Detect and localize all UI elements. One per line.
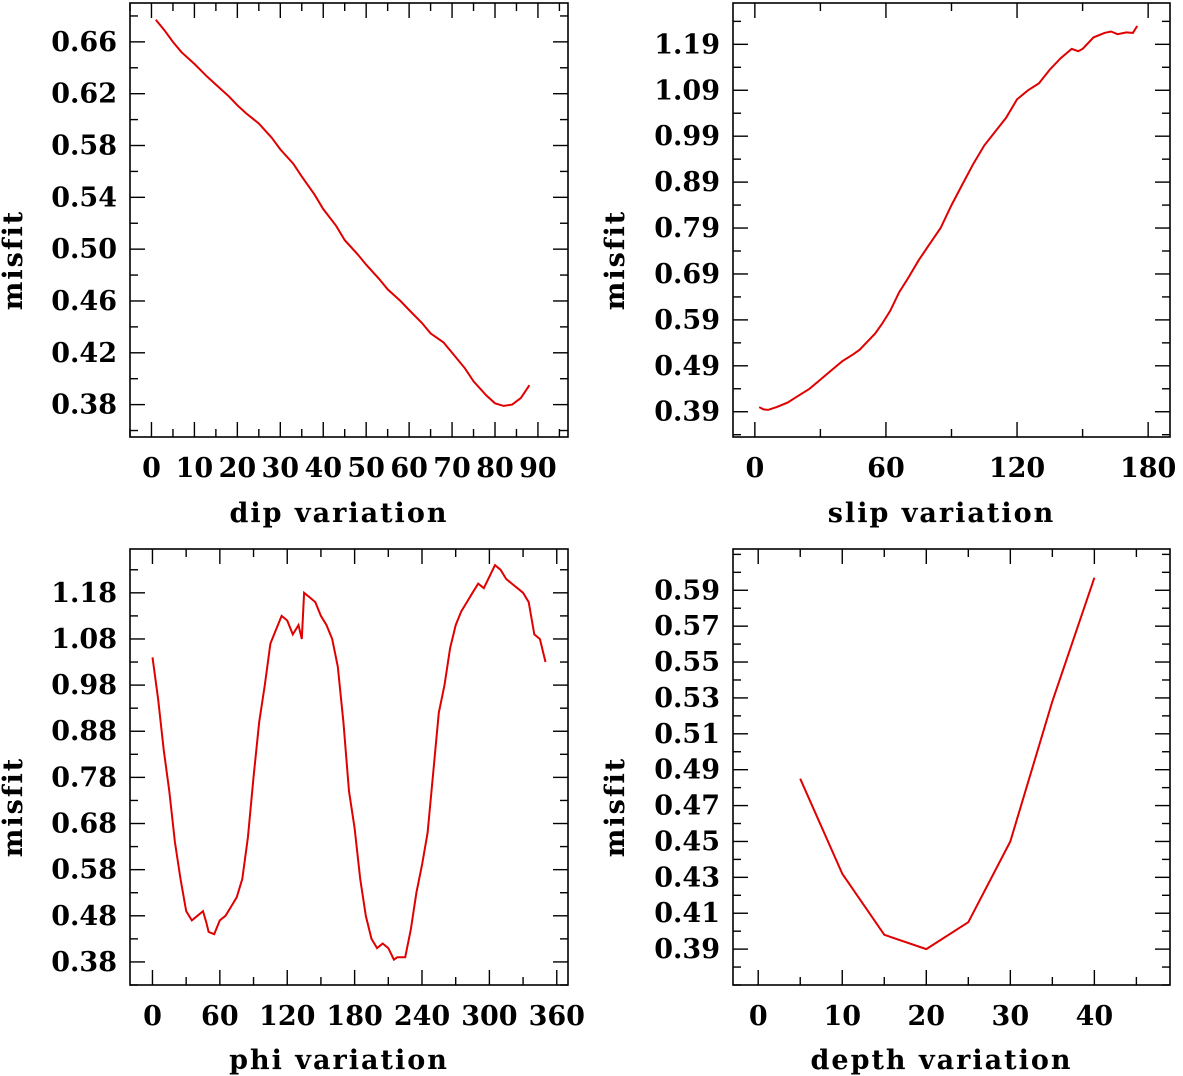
y-tick-label: 0.69	[654, 259, 720, 290]
series-line	[758, 25, 1139, 411]
y-tick-label: 0.47	[654, 791, 720, 822]
x-tick-label: 360	[529, 1001, 585, 1032]
y-tick-label: 1.09	[654, 75, 720, 106]
y-tick-label: 0.58	[51, 131, 117, 162]
x-tick-label: 300	[461, 1001, 517, 1032]
y-tick-label: 0.49	[654, 351, 720, 382]
x-axis-label: dip variation	[230, 498, 449, 529]
x-tick-label: 120	[989, 453, 1045, 484]
y-tick-label: 0.50	[51, 234, 117, 265]
y-tick-label: 0.79	[654, 213, 720, 244]
y-axis-label: misfit	[600, 210, 631, 310]
y-tick-label: 0.46	[51, 286, 117, 317]
x-tick-label: 0	[142, 453, 161, 484]
x-tick-label: 30	[992, 1001, 1030, 1032]
plot-frame	[732, 548, 1171, 986]
x-axis-label: phi variation	[229, 1045, 449, 1076]
y-axis-label: misfit	[600, 757, 631, 857]
series-line	[799, 577, 1096, 951]
x-tick-label: 50	[347, 453, 385, 484]
y-tick-label: 0.78	[51, 762, 117, 793]
y-tick-label: 1.18	[51, 578, 117, 609]
y-tick-label: 0.62	[51, 79, 117, 110]
y-tick-label: 1.08	[51, 624, 117, 655]
y-tick-label: 0.54	[51, 182, 117, 213]
y-tick-label: 0.48	[51, 901, 117, 932]
y-tick-label: 0.43	[654, 862, 720, 893]
y-tick-label: 0.38	[51, 947, 117, 978]
x-tick-label: 10	[176, 453, 214, 484]
x-tick-label: 120	[259, 1001, 315, 1032]
x-tick-label: 0	[745, 453, 764, 484]
x-axis-label: slip variation	[828, 498, 1056, 529]
slip-panel: 0.39 0.49 0.59 0.69 0.79 0.89 0.99 1.09 1.19 0 60 1…	[600, 2, 1176, 529]
y-tick-label: 0.59	[654, 575, 720, 606]
y-tick-label: 0.59	[654, 305, 720, 336]
x-tick-label: 30	[262, 453, 300, 484]
x-tick-label: 40	[304, 453, 342, 484]
y-tick-label: 0.53	[654, 683, 720, 714]
x-tick-label: 70	[433, 453, 471, 484]
x-tick-label: 0	[749, 1001, 768, 1032]
y-tick-label: 0.41	[654, 898, 720, 929]
x-tick-label: 20	[907, 1001, 945, 1032]
y-tick-label: 0.98	[51, 670, 117, 701]
series-line	[151, 563, 547, 962]
x-tick-label: 180	[1120, 453, 1176, 484]
y-tick-label: 0.42	[51, 338, 117, 369]
y-tick-label: 0.99	[654, 121, 720, 152]
y-tick-label: 0.39	[654, 397, 720, 428]
series-line	[155, 19, 531, 407]
y-tick-label: 0.51	[654, 719, 720, 750]
x-tick-label: 240	[394, 1001, 450, 1032]
y-tick-label: 0.68	[51, 809, 117, 840]
x-tick-label: 60	[390, 453, 428, 484]
plot-frame	[129, 2, 569, 438]
y-tick-label: 0.58	[51, 855, 117, 886]
x-tick-label: 180	[326, 1001, 382, 1032]
y-tick-label: 0.38	[51, 390, 117, 421]
depth-panel: 0.39 0.41 0.43 0.45 0.47 0.49 0.51 0.53 0.55 0.57…	[600, 548, 1171, 1076]
x-tick-label: 0	[143, 1001, 162, 1032]
x-tick-label: 60	[867, 453, 905, 484]
x-tick-label: 40	[1076, 1001, 1114, 1032]
x-tick-label: 10	[823, 1001, 861, 1032]
y-tick-label: 0.55	[654, 647, 720, 678]
y-tick-label: 0.45	[654, 826, 720, 857]
plot-frame	[732, 2, 1171, 438]
x-tick-label: 20	[219, 453, 257, 484]
x-tick-label: 80	[476, 453, 514, 484]
y-tick-label: 0.88	[51, 716, 117, 747]
x-axis-label: depth variation	[811, 1045, 1073, 1076]
x-tick-label: 90	[519, 453, 557, 484]
x-tick-label: 60	[201, 1001, 239, 1032]
y-tick-label: 1.19	[654, 29, 720, 60]
dip-panel: 0.38 0.42 0.46 0.50 0.54 0.58 0.62 0.66 0 10 20 30 4…	[0, 2, 569, 529]
y-axis-label: misfit	[0, 210, 29, 310]
y-tick-label: 0.39	[654, 934, 720, 965]
y-tick-label: 0.49	[654, 755, 720, 786]
y-tick-label: 0.66	[51, 27, 117, 58]
y-tick-label: 0.89	[654, 167, 720, 198]
y-axis-label: misfit	[0, 757, 29, 857]
phi-panel: 0.38 0.48 0.58 0.68 0.78 0.88 0.98 1.08 1.18 0 60 1…	[0, 548, 585, 1076]
plot-frame	[129, 548, 569, 986]
y-tick-label: 0.57	[654, 611, 720, 642]
